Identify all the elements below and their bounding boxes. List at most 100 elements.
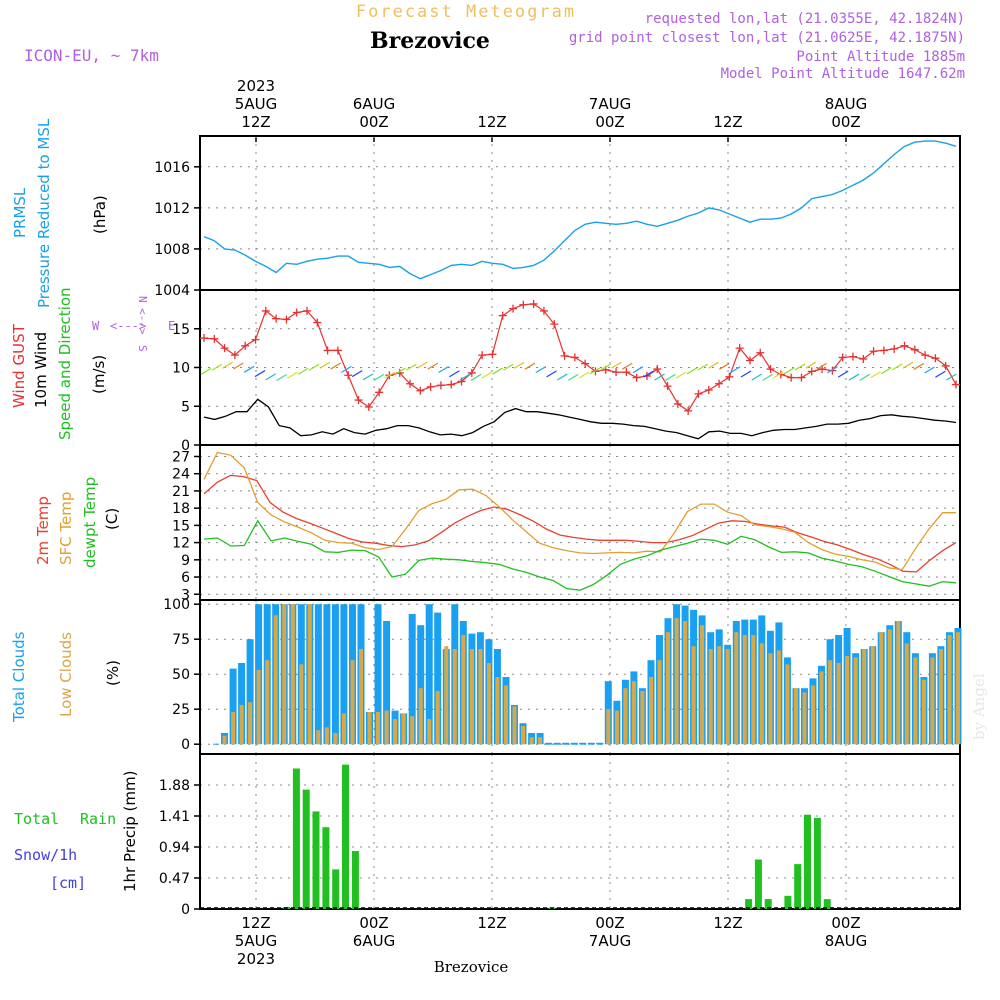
low-cloud-bar bbox=[666, 632, 670, 745]
wind-direction-arrow bbox=[805, 361, 817, 369]
gust-marker bbox=[313, 318, 322, 327]
gust-marker bbox=[560, 351, 569, 360]
low-cloud-bar bbox=[725, 649, 730, 745]
gust-marker bbox=[745, 356, 754, 365]
gust-marker bbox=[333, 346, 342, 355]
compass-we-arrow: <---> bbox=[110, 319, 146, 333]
wind-direction-arrow bbox=[546, 370, 557, 378]
total-cloud-bar bbox=[434, 612, 442, 745]
gust-marker bbox=[900, 341, 909, 350]
y-tick-label: 24 bbox=[172, 467, 190, 483]
bottom-tick-label: 6AUG bbox=[353, 932, 395, 950]
wind-direction-arrow bbox=[384, 371, 395, 379]
compass-n: N bbox=[136, 296, 149, 303]
wind-direction-arrow bbox=[265, 373, 277, 381]
wind-direction-arrow bbox=[297, 367, 309, 375]
wind-direction-arrow bbox=[405, 363, 417, 371]
low-cloud-bar bbox=[879, 632, 884, 745]
total-cloud-bar bbox=[417, 625, 425, 745]
low-cloud-bar bbox=[333, 733, 338, 745]
wind-direction-arrow bbox=[578, 371, 590, 379]
total-cloud-bar bbox=[545, 742, 553, 745]
precip-labels: Total Rain Snow/1h [cm] 1hr Precip (mm) bbox=[14, 771, 139, 892]
y-tick-label: 0 bbox=[181, 902, 190, 918]
wind-direction-arrow bbox=[762, 373, 773, 381]
wind-direction-arrow bbox=[881, 367, 892, 375]
wind-direction-arrow bbox=[665, 373, 676, 381]
wind-direction-arrow bbox=[924, 366, 935, 374]
wind-direction-arrow bbox=[740, 370, 752, 378]
wind-direction-arrow bbox=[319, 361, 331, 369]
wind-direction-arrow bbox=[945, 373, 957, 381]
bottom-tick-label: 2023 bbox=[237, 950, 275, 968]
low-cloud-bar bbox=[930, 657, 935, 745]
gust-marker bbox=[725, 372, 734, 381]
wind-direction-arrow bbox=[848, 373, 860, 381]
y-tick-label: 3 bbox=[181, 587, 190, 603]
prmsl-long-label: Pressure Reduced to MSL bbox=[35, 118, 53, 308]
gust-marker bbox=[612, 368, 621, 377]
model-label: ICON-EU, ~ 7km bbox=[24, 46, 159, 65]
wind-direction-arrow bbox=[276, 373, 287, 381]
requested-coords: requested lon,lat (21.0355E, 42.1824N) bbox=[645, 11, 965, 27]
total-cloud-bar bbox=[229, 668, 237, 745]
total-cloud-bar bbox=[340, 604, 348, 745]
gust-marker bbox=[519, 300, 528, 309]
low-cloud-bar bbox=[956, 632, 960, 745]
wind-direction-arrow bbox=[783, 367, 795, 375]
wind-direction-arrow bbox=[373, 373, 385, 381]
low-cloud-bar bbox=[529, 737, 534, 745]
low-cloud-bar bbox=[862, 649, 867, 745]
gust-marker bbox=[807, 367, 816, 376]
gust-marker bbox=[653, 365, 662, 374]
gust-marker bbox=[292, 308, 301, 317]
wind-line bbox=[203, 398, 957, 440]
footer-station: Brezovice bbox=[434, 958, 509, 976]
wind-direction-arrow bbox=[351, 370, 363, 378]
gust-marker bbox=[735, 344, 744, 353]
wind-direction-arrow bbox=[870, 371, 881, 379]
low-clouds-label: Low Clouds bbox=[57, 632, 75, 717]
dewpt-label: dewpt Temp bbox=[81, 477, 99, 568]
gust-marker bbox=[869, 347, 878, 356]
gust-marker bbox=[570, 353, 579, 362]
gust-marker bbox=[344, 371, 353, 380]
wind-direction-arrow bbox=[416, 361, 428, 369]
low-cloud-bar bbox=[708, 649, 713, 745]
wind-direction-arrow bbox=[816, 362, 827, 370]
low-cloud-bar bbox=[836, 663, 841, 745]
wind-direction-arrow bbox=[708, 361, 719, 369]
y-tick-label: 27 bbox=[172, 449, 190, 465]
y-tick-label: 0 bbox=[181, 737, 190, 753]
y-tick-label: 1.88 bbox=[159, 778, 190, 794]
y-tick-label: 1008 bbox=[154, 242, 190, 258]
low-cloud-bar bbox=[938, 649, 943, 745]
wind-label: 10m Wind bbox=[32, 332, 50, 408]
temp2m-label: 2m Temp bbox=[34, 496, 52, 565]
low-cloud-bar bbox=[870, 646, 875, 745]
rain-bar bbox=[764, 899, 772, 909]
wind-direction-arrow bbox=[470, 373, 482, 381]
wind-direction-arrow bbox=[567, 373, 579, 381]
gust-marker bbox=[241, 341, 250, 350]
cloud-labels: Total Clouds Low Clouds (%) bbox=[10, 631, 122, 723]
low-cloud-bar bbox=[614, 710, 619, 745]
rain-bar bbox=[745, 899, 753, 909]
y-tick-label: 0 bbox=[181, 438, 190, 454]
low-cloud-bar bbox=[222, 735, 227, 745]
gust-marker bbox=[200, 334, 208, 343]
wind-direction-arrow bbox=[222, 361, 233, 369]
wind-direction-arrow bbox=[632, 366, 644, 374]
y-tick-label: 15 bbox=[172, 322, 190, 338]
rain-bar bbox=[312, 811, 320, 909]
gust-marker bbox=[230, 351, 239, 360]
bottom-tick-label: 00Z bbox=[831, 914, 860, 932]
dewpt-line bbox=[203, 519, 957, 591]
wind-direction-arrow bbox=[935, 370, 946, 378]
wind-direction-arrow bbox=[600, 363, 611, 371]
gust-marker bbox=[591, 367, 600, 376]
speed-dir-label: Speed and Direction bbox=[56, 287, 74, 440]
pressure-labels: PRMSL Pressure Reduced to MSL (hPa) bbox=[11, 118, 109, 308]
low-cloud-bar bbox=[606, 709, 611, 745]
